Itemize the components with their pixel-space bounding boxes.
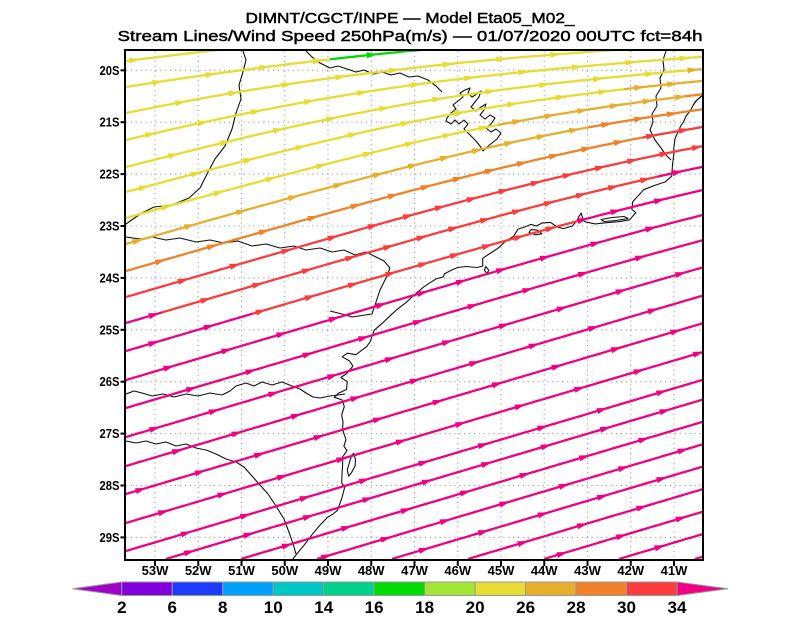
svg-text:30: 30 (617, 598, 636, 617)
svg-text:34: 34 (668, 598, 687, 617)
svg-text:45W: 45W (488, 563, 515, 578)
svg-text:43W: 43W (574, 563, 601, 578)
svg-text:25S: 25S (100, 322, 120, 337)
svg-text:24S: 24S (100, 270, 120, 285)
svg-text:42W: 42W (617, 563, 644, 578)
svg-text:14: 14 (314, 598, 333, 617)
svg-text:48W: 48W (358, 563, 385, 578)
svg-text:22S: 22S (100, 167, 120, 182)
svg-text:26: 26 (516, 598, 535, 617)
svg-text:47W: 47W (401, 563, 428, 578)
svg-text:20: 20 (466, 598, 485, 617)
svg-text:23S: 23S (100, 219, 120, 234)
svg-text:28S: 28S (100, 478, 120, 493)
svg-text:41W: 41W (661, 563, 688, 578)
svg-text:18: 18 (415, 598, 434, 617)
svg-text:Stream Lines/Wind Speed 250hPa: Stream Lines/Wind Speed 250hPa(m/s) — 01… (118, 28, 703, 45)
svg-text:49W: 49W (315, 563, 342, 578)
svg-text:2: 2 (117, 598, 126, 617)
svg-text:44W: 44W (531, 563, 558, 578)
svg-text:26S: 26S (100, 374, 120, 389)
svg-text:51W: 51W (228, 563, 255, 578)
svg-text:28: 28 (567, 598, 586, 617)
svg-text:27S: 27S (100, 426, 120, 441)
svg-text:10: 10 (264, 598, 283, 617)
svg-text:29S: 29S (100, 530, 120, 545)
svg-text:21S: 21S (100, 115, 120, 130)
svg-text:6: 6 (167, 598, 176, 617)
svg-text:52W: 52W (185, 563, 212, 578)
svg-text:53W: 53W (142, 563, 169, 578)
svg-text:50W: 50W (271, 563, 298, 578)
svg-text:DIMNT/CGCT/INPE — Model Eta05: DIMNT/CGCT/INPE — Model Eta05_M02_ (246, 10, 576, 27)
svg-text:20S: 20S (100, 63, 120, 78)
svg-text:16: 16 (365, 598, 384, 617)
svg-text:46W: 46W (444, 563, 471, 578)
svg-text:8: 8 (218, 598, 227, 617)
